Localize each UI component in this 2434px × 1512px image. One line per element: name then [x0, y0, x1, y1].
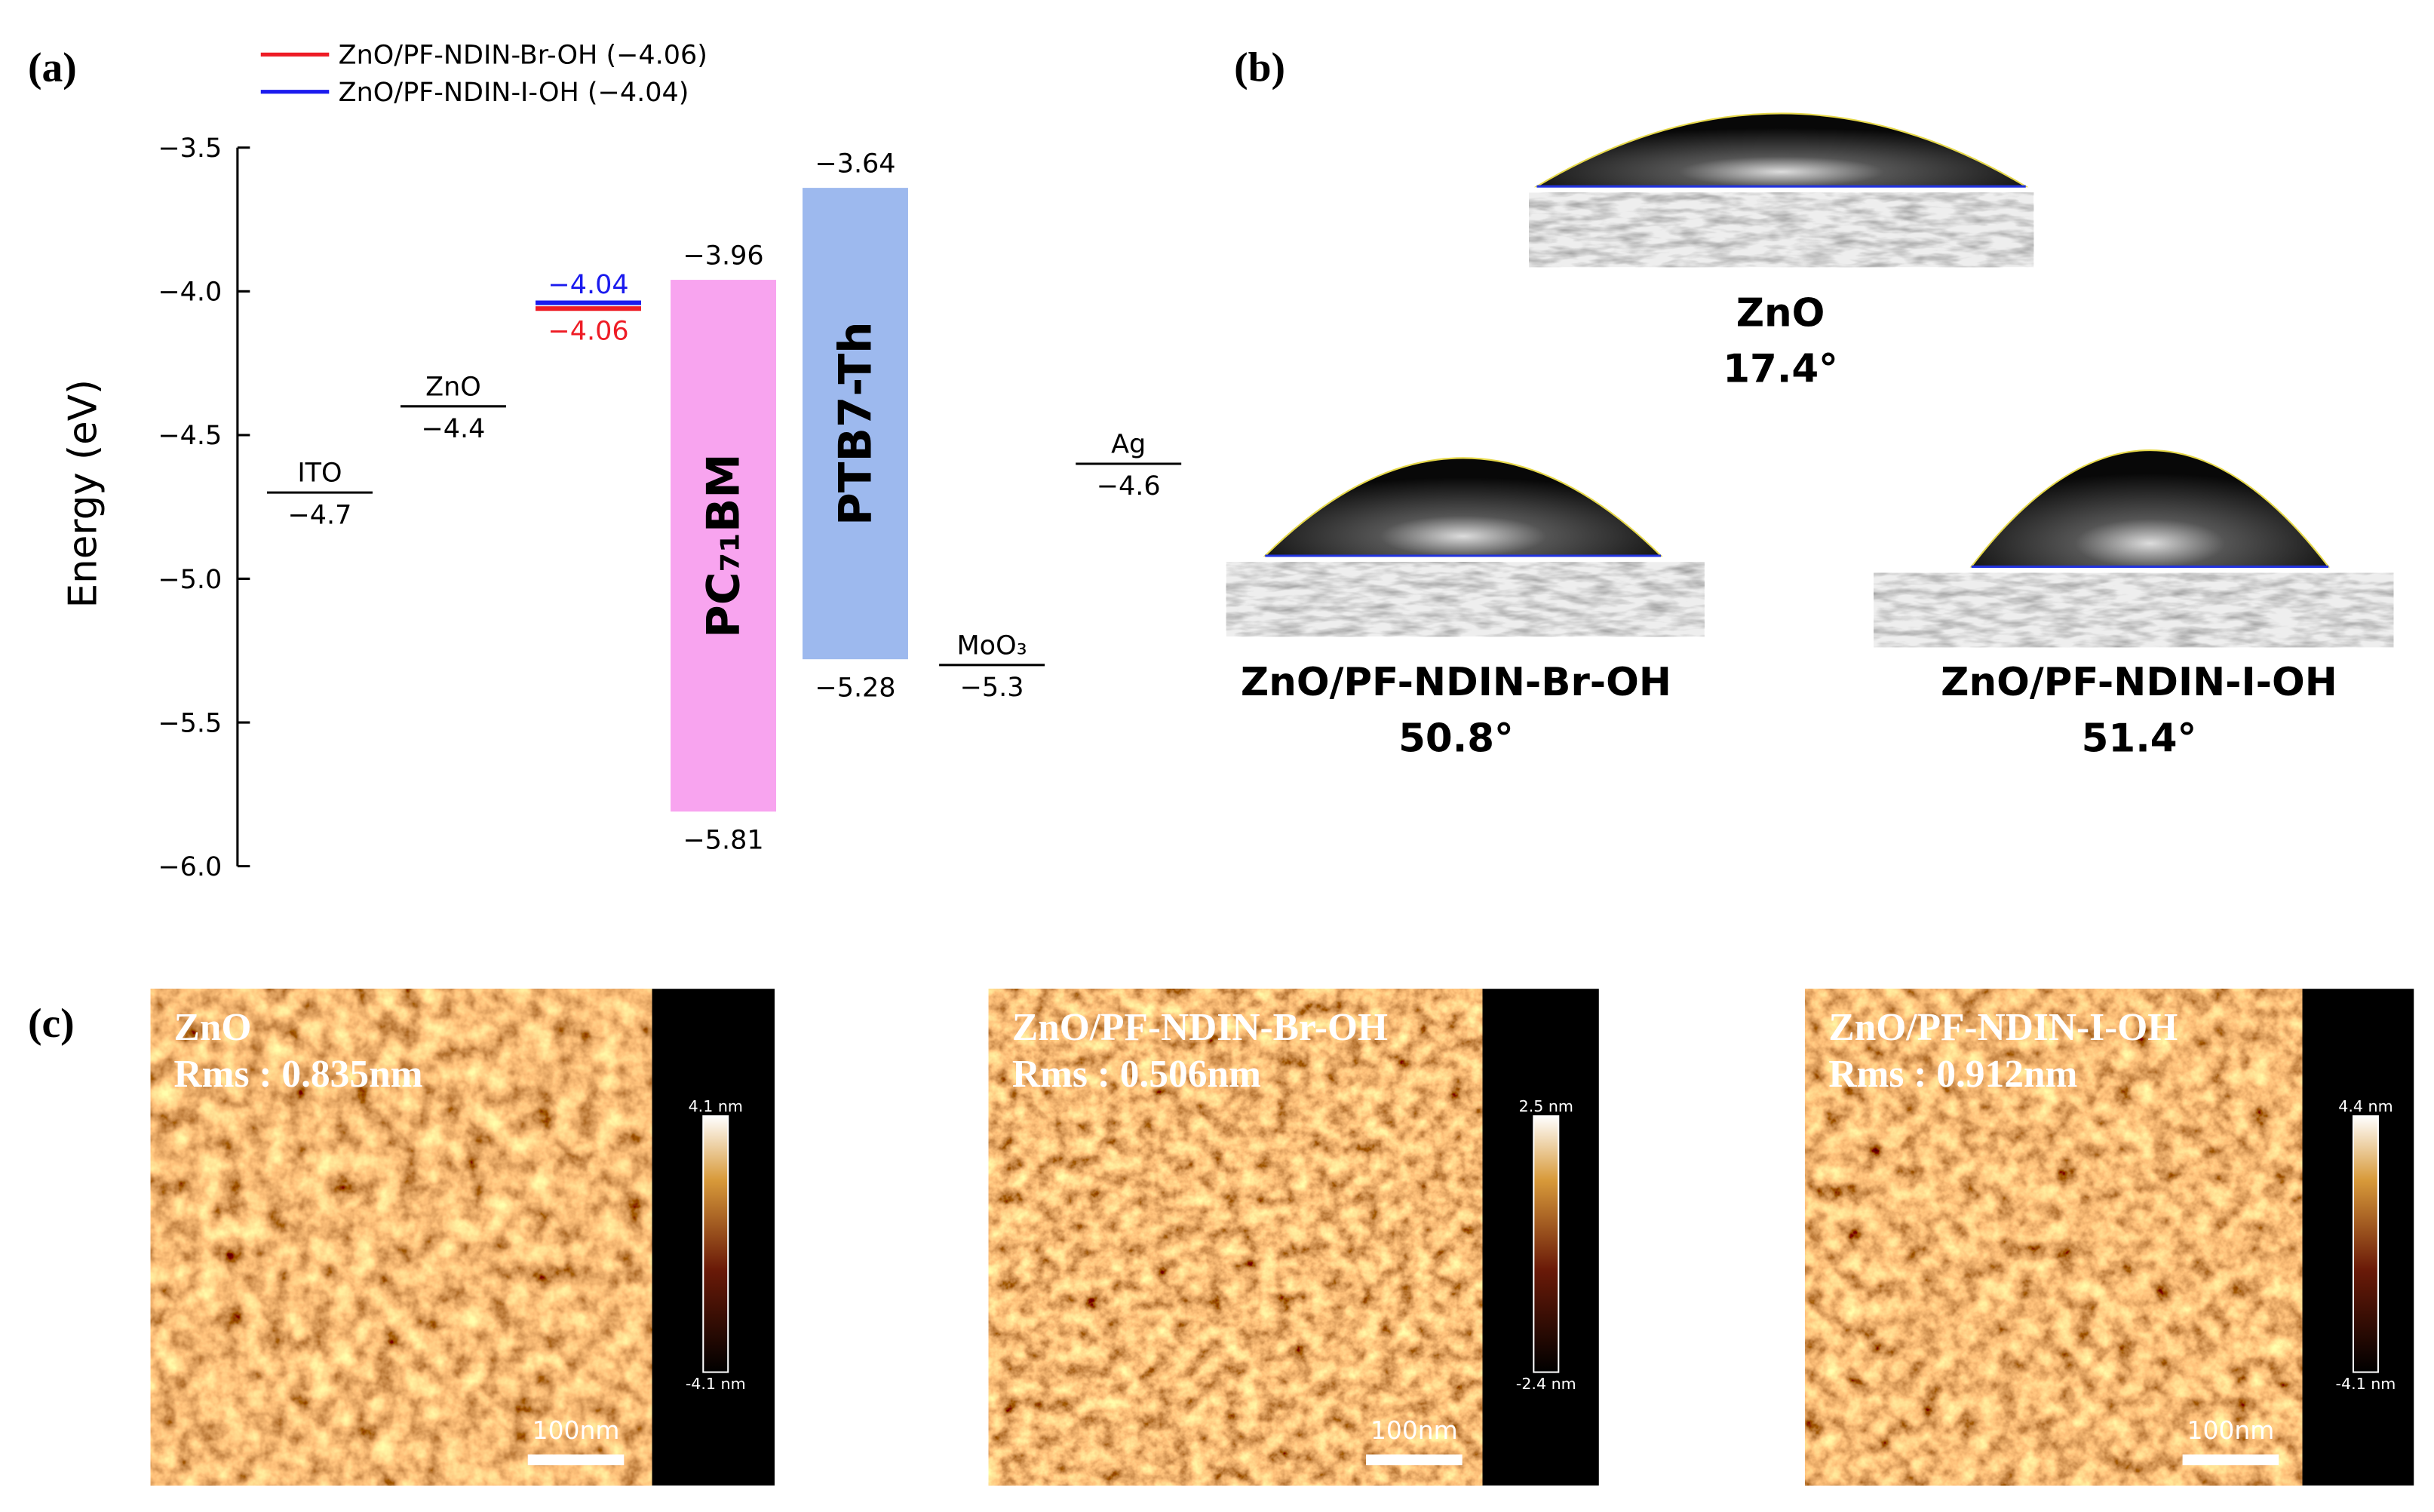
scale-bar — [527, 1454, 625, 1466]
contact-angle: 51.4° — [2082, 716, 2197, 761]
afm-image — [1805, 989, 2303, 1486]
level-name: ZnO — [425, 372, 481, 402]
value-label: −4.4 — [421, 414, 485, 444]
color-bar — [2352, 1115, 2379, 1373]
afm-image — [150, 989, 652, 1486]
level-name: Ag — [1111, 430, 1146, 460]
contact-angle: 17.4° — [1723, 347, 1838, 392]
value-label: −3.64 — [815, 149, 895, 179]
panel-label: (b) — [1234, 44, 1285, 90]
legend-label: ZnO/PF-NDIN-I-OH (−4.04) — [339, 78, 689, 108]
scale-bar-label: 100nm — [533, 1415, 620, 1445]
substrate-texture — [1874, 572, 2394, 648]
y-tick-label: −4.0 — [158, 278, 222, 308]
y-tick-label: −6.0 — [158, 852, 222, 882]
scale-bar — [1366, 1454, 1463, 1466]
y-tick-label: −4.5 — [158, 421, 222, 451]
afm-rms: Rms : 0.506nm — [1012, 1053, 1261, 1096]
level-name: ITO — [297, 459, 342, 489]
level-name: MoO₃ — [957, 630, 1027, 661]
y-axis-label: Energy (eV) — [61, 379, 106, 608]
droplet — [1533, 112, 2029, 188]
y-tick-label: −5.0 — [158, 565, 222, 595]
scale-bar-label: 100nm — [2187, 1415, 2275, 1445]
y-tick-label: −5.5 — [158, 708, 222, 738]
value-label: −5.28 — [815, 673, 895, 704]
substrate-texture — [1529, 192, 2034, 268]
color-bar-max: 2.5 nm — [1519, 1097, 1573, 1115]
afm-sample: ZnO/PF-NDIN-I-OH — [1828, 1006, 2178, 1049]
color-bar-min: -2.4 nm — [1516, 1375, 1576, 1393]
afm-image — [988, 989, 1483, 1486]
value-label: −5.81 — [683, 826, 763, 856]
sample-name: ZnO — [1736, 290, 1825, 336]
value-label: −4.7 — [287, 500, 351, 530]
color-bar — [702, 1115, 729, 1373]
afm-sample: ZnO/PF-NDIN-Br-OH — [1012, 1006, 1388, 1049]
contact-angle: 50.8° — [1398, 716, 1514, 761]
y-tick-label: −3.5 — [158, 133, 222, 164]
droplet — [1263, 457, 1663, 557]
color-bar-min: -4.1 nm — [2336, 1375, 2396, 1393]
value-label: −4.04 — [548, 270, 628, 300]
color-bar — [1533, 1115, 1560, 1373]
substrate-texture — [1226, 562, 1705, 637]
sample-name: ZnO/PF-NDIN-I-OH — [1941, 660, 2337, 705]
scale-bar-label: 100nm — [1370, 1415, 1458, 1445]
legend-label: ZnO/PF-NDIN-Br-OH (−4.06) — [339, 41, 707, 71]
contact-angle-panel: ZnO 17.4° ZnO/PF-NDIN-Br-OH 50.8° ZnO/PF-NDI… — [1226, 112, 2394, 761]
panel-label: (a) — [28, 44, 77, 90]
band-label: PC₇₁BM — [698, 453, 750, 638]
scale-bar — [2182, 1454, 2279, 1466]
color-bar-max: 4.4 nm — [2338, 1097, 2393, 1115]
band-label: PTB7-Th — [830, 321, 882, 526]
value-label: −4.6 — [1097, 471, 1161, 501]
panel-label: (c) — [28, 1000, 75, 1047]
value-label: −3.96 — [683, 241, 763, 271]
value-label: −5.3 — [960, 673, 1024, 703]
color-bar-min: -4.1 nm — [686, 1375, 746, 1393]
afm-rms: Rms : 0.912nm — [1828, 1053, 2077, 1096]
droplet — [1969, 449, 2331, 568]
afm-rms: Rms : 0.835nm — [174, 1053, 423, 1096]
energy-band — [671, 280, 777, 812]
value-label: −4.06 — [548, 316, 628, 346]
sample-name: ZnO/PF-NDIN-Br-OH — [1241, 660, 1671, 705]
energy-band — [803, 188, 908, 660]
color-bar-max: 4.1 nm — [689, 1097, 743, 1115]
afm-sample: ZnO — [174, 1006, 252, 1049]
